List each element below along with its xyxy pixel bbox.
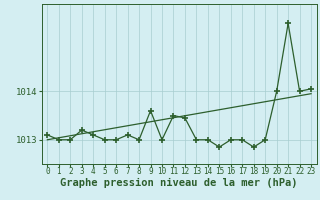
X-axis label: Graphe pression niveau de la mer (hPa): Graphe pression niveau de la mer (hPa) [60,178,298,188]
